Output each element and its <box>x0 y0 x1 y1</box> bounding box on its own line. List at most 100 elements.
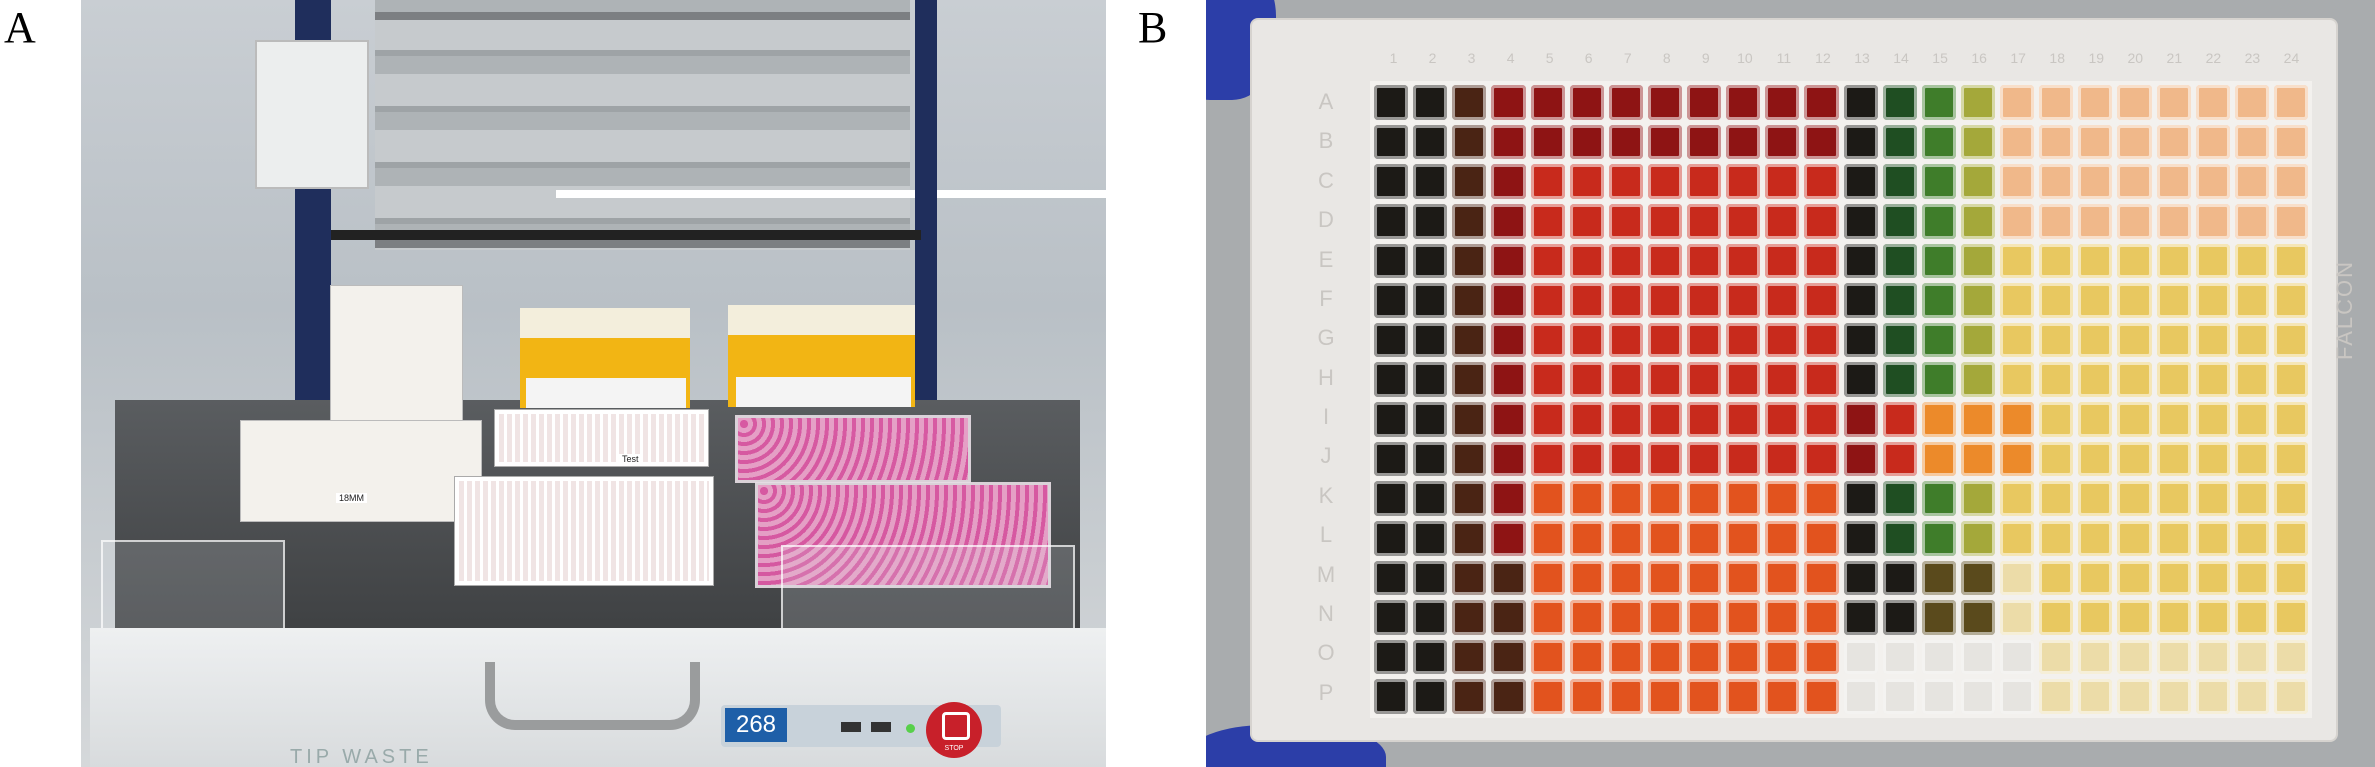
handle[interactable] <box>485 662 700 730</box>
usb-port-icon <box>871 722 891 732</box>
photo-liquid-handler: 18MM Test 268 STOP TIP WASTE <box>81 0 1106 767</box>
row-label: L <box>1319 522 1333 548</box>
well-M10 <box>1726 560 1761 596</box>
well-B19 <box>2078 124 2113 160</box>
well-I22 <box>2195 402 2230 437</box>
well-A22 <box>2195 85 2230 120</box>
well-K7 <box>1608 481 1643 516</box>
well-I16 <box>1960 402 1995 437</box>
well-G17 <box>2000 322 2035 358</box>
well-P9 <box>1687 679 1722 714</box>
column-label: 8 <box>1662 50 1671 66</box>
well-A19 <box>2078 85 2113 120</box>
well-G16 <box>1960 322 1995 358</box>
well-A2 <box>1413 85 1448 120</box>
well-A12 <box>1804 85 1839 120</box>
well-P14 <box>1882 679 1917 714</box>
well-P5 <box>1530 679 1565 714</box>
well-O8 <box>1647 639 1682 675</box>
well-M13 <box>1843 560 1878 596</box>
well-C17 <box>2000 164 2035 199</box>
well-H1 <box>1374 362 1409 397</box>
well-G3 <box>1452 322 1487 358</box>
well-P17 <box>2000 679 2035 714</box>
well-H16 <box>1960 362 1995 397</box>
well-M21 <box>2156 560 2191 596</box>
well-J21 <box>2156 441 2191 477</box>
well-P2 <box>1413 679 1448 714</box>
well-D17 <box>2000 203 2035 239</box>
well-J19 <box>2078 441 2113 477</box>
well-I15 <box>1921 402 1956 437</box>
row-label: M <box>1316 561 1336 587</box>
well-G5 <box>1530 322 1565 358</box>
well-J14 <box>1882 441 1917 477</box>
well-B13 <box>1843 124 1878 160</box>
well-M18 <box>2039 560 2074 596</box>
well-F10 <box>1726 283 1761 318</box>
well-C24 <box>2273 164 2308 199</box>
panel-label-a: A <box>4 3 36 52</box>
well-I6 <box>1569 402 1604 437</box>
well-D3 <box>1452 203 1487 239</box>
well-D20 <box>2117 203 2152 239</box>
well-H8 <box>1647 362 1682 397</box>
row-label: P <box>1318 679 1334 705</box>
column-label: 6 <box>1584 50 1593 66</box>
well-G13 <box>1843 322 1878 358</box>
drive-belt <box>331 230 921 240</box>
well-K5 <box>1530 481 1565 516</box>
well-L18 <box>2039 520 2074 556</box>
well-M20 <box>2117 560 2152 596</box>
well-K9 <box>1687 481 1722 516</box>
well-J22 <box>2195 441 2230 477</box>
well-C8 <box>1647 164 1682 199</box>
well-L17 <box>2000 520 2035 556</box>
well-F15 <box>1921 283 1956 318</box>
well-N21 <box>2156 600 2191 635</box>
well-B22 <box>2195 124 2230 160</box>
well-P12 <box>1804 679 1839 714</box>
well-A14 <box>1882 85 1917 120</box>
pipetting-head <box>255 40 369 189</box>
well-D1 <box>1374 203 1409 239</box>
well-C12 <box>1804 164 1839 199</box>
well-I21 <box>2156 402 2191 437</box>
well-G11 <box>1765 322 1800 358</box>
column-label: 9 <box>1701 50 1710 66</box>
well-P18 <box>2039 679 2074 714</box>
well-K16 <box>1960 481 1995 516</box>
well-F12 <box>1804 283 1839 318</box>
well-B16 <box>1960 124 1995 160</box>
well-P21 <box>2156 679 2191 714</box>
well-K24 <box>2273 481 2308 516</box>
well-C1 <box>1374 164 1409 199</box>
well-C2 <box>1413 164 1448 199</box>
well-A1 <box>1374 85 1409 120</box>
well-I20 <box>2117 402 2152 437</box>
row-label: A <box>1318 89 1334 114</box>
well-E19 <box>2078 243 2113 279</box>
well-E9 <box>1687 243 1722 279</box>
well-A15 <box>1921 85 1956 120</box>
well-N24 <box>2273 600 2308 635</box>
well-K19 <box>2078 481 2113 516</box>
well-D24 <box>2273 203 2308 239</box>
brand-label: FALCON <box>2332 259 2357 360</box>
well-E5 <box>1530 243 1565 279</box>
well-J5 <box>1530 441 1565 477</box>
row-label: E <box>1318 246 1334 272</box>
well-H20 <box>2117 362 2152 397</box>
well-D12 <box>1804 203 1839 239</box>
well-E16 <box>1960 243 1995 279</box>
well-G22 <box>2195 322 2230 358</box>
well-I19 <box>2078 402 2113 437</box>
panel-label-b: B <box>1138 3 1168 52</box>
stop-button[interactable]: STOP <box>926 702 982 758</box>
row-label: I <box>1322 404 1330 429</box>
well-F2 <box>1413 283 1448 318</box>
well-L22 <box>2195 520 2230 556</box>
well-I1 <box>1374 402 1409 437</box>
row-label: D <box>1318 207 1334 233</box>
well-K17 <box>2000 481 2035 516</box>
